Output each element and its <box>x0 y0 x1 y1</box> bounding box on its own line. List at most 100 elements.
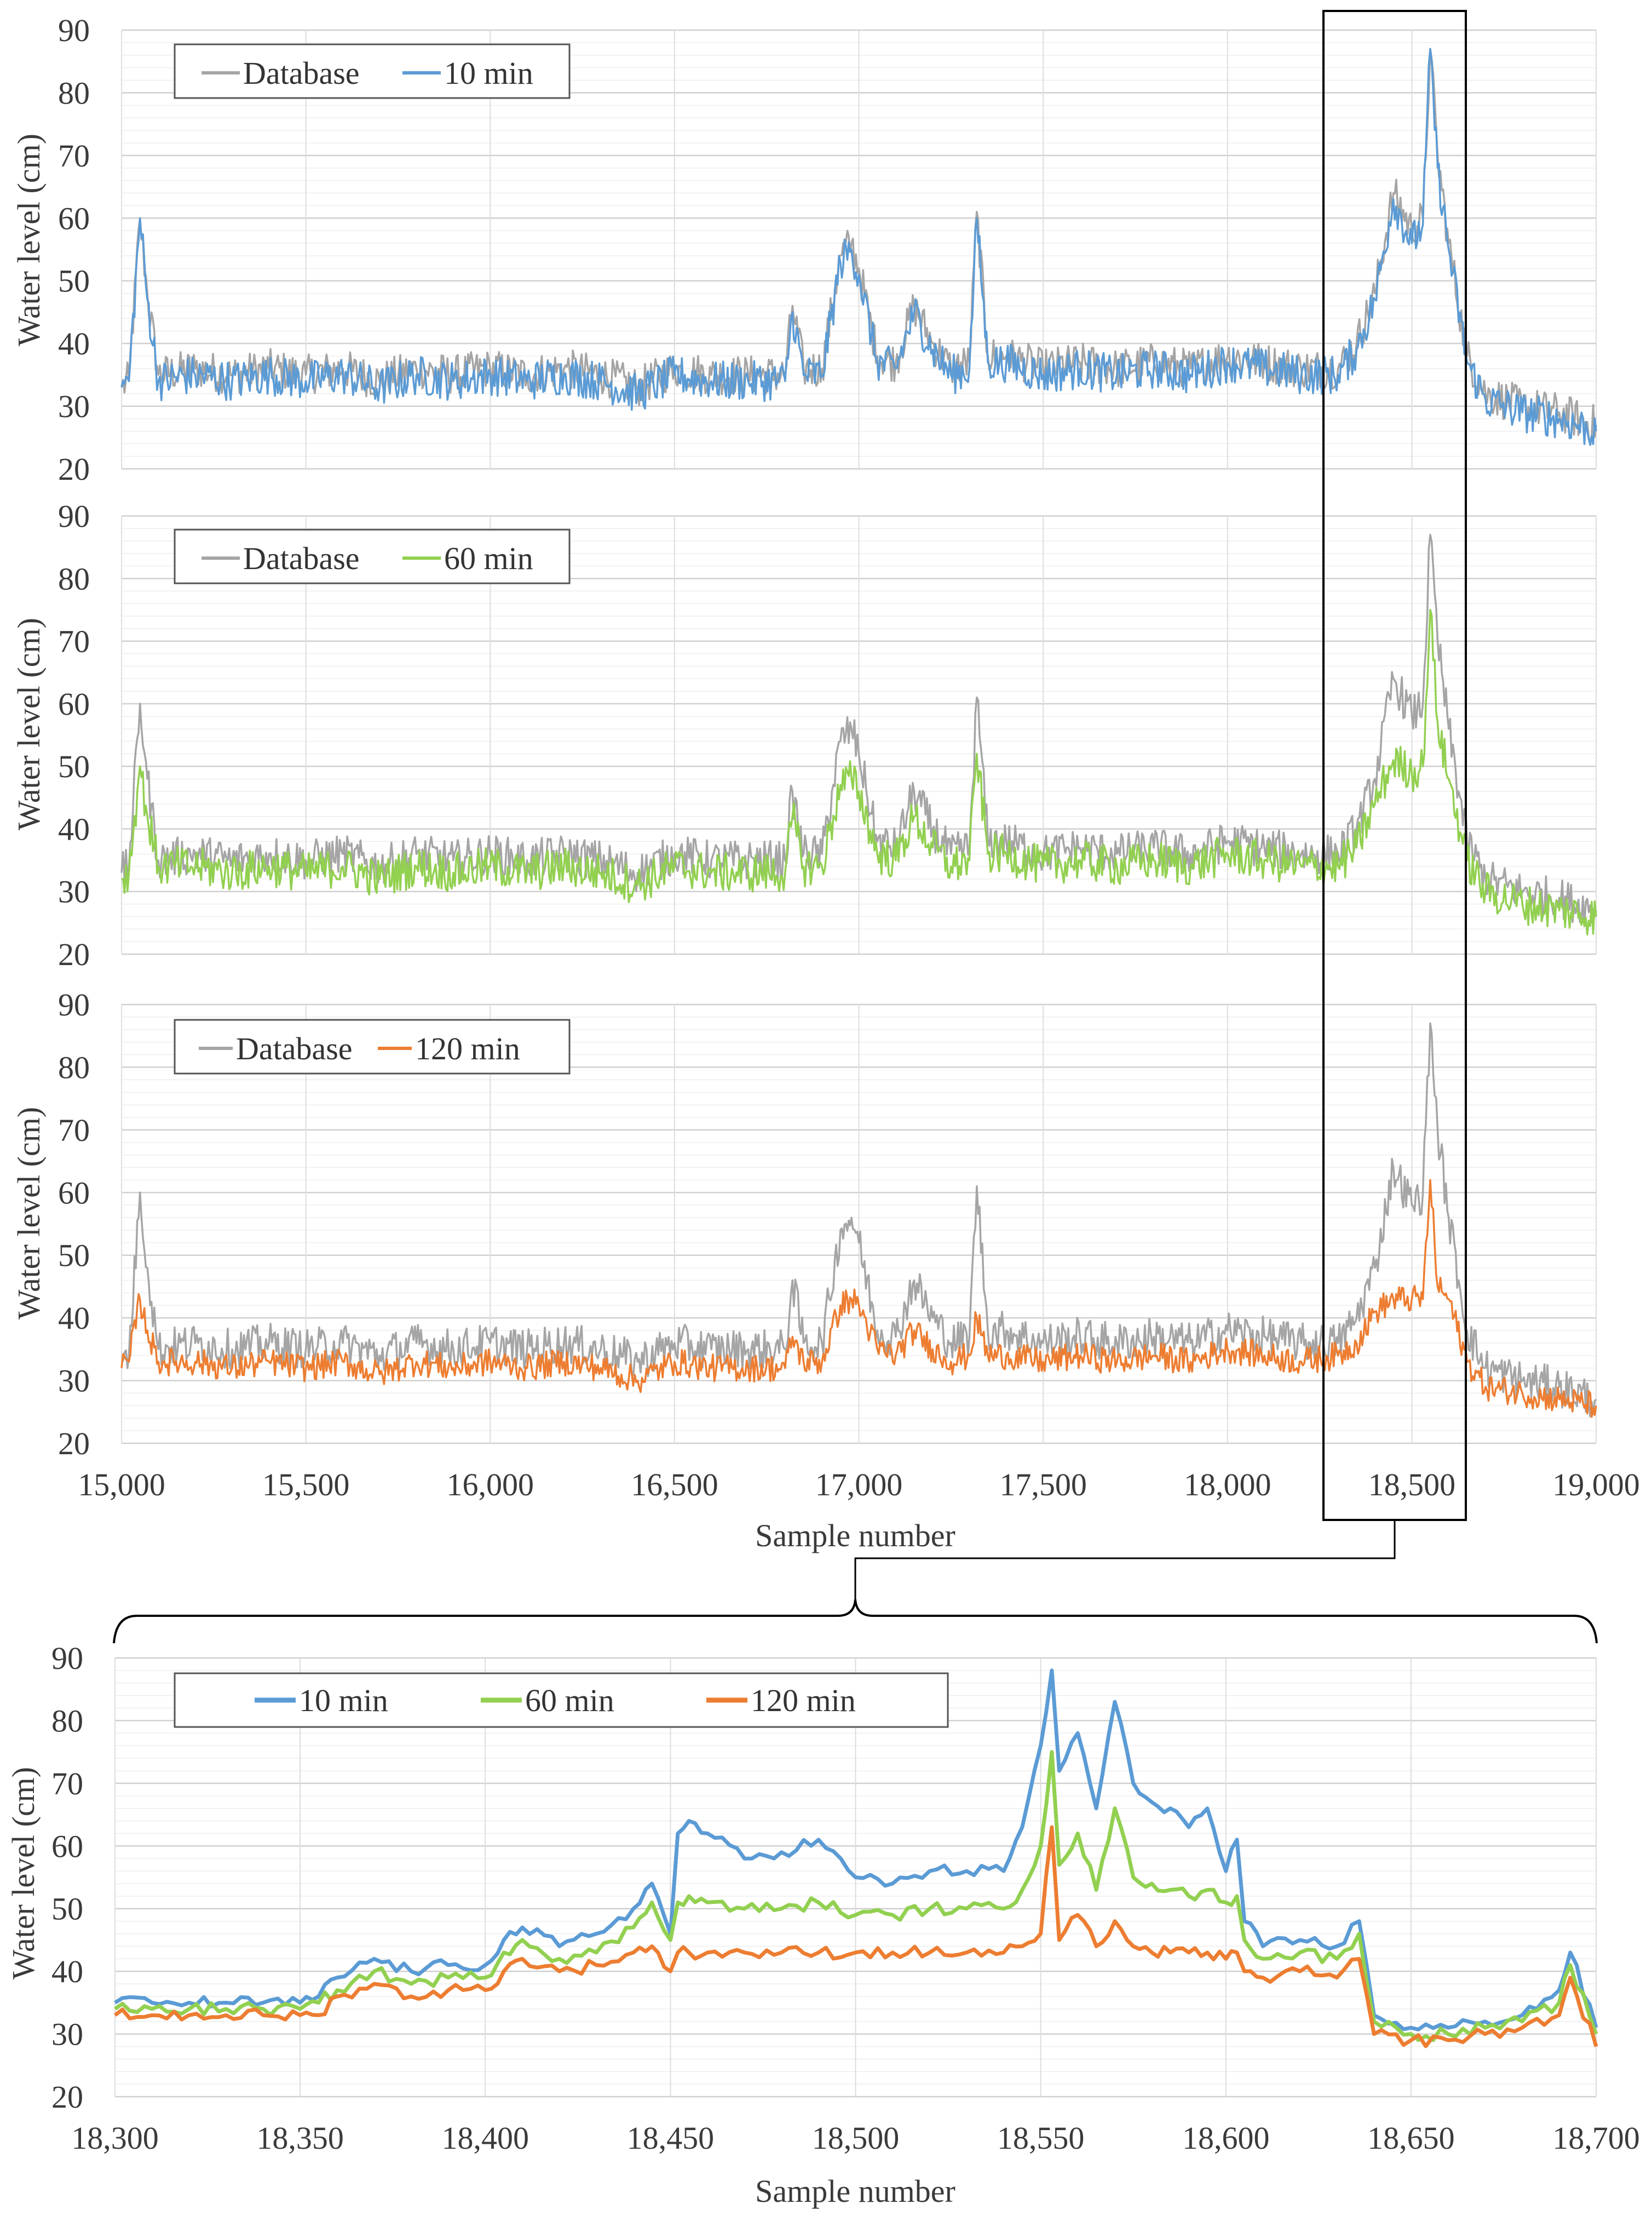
zoom-bracket <box>113 1599 1598 1644</box>
y-tick-label: 50 <box>51 1891 83 1927</box>
legend-label-10min: 10 min <box>444 55 533 91</box>
x-tick-label: 16,500 <box>631 1467 718 1502</box>
y-tick-label: 90 <box>58 498 90 534</box>
connector-line <box>854 1520 1396 1599</box>
legend-label-60min: 60 min <box>525 1683 614 1718</box>
y-tick-label: 40 <box>58 326 90 361</box>
y-tick-label: 20 <box>58 451 90 487</box>
series-line-10-min <box>114 1668 1598 2032</box>
x-tick-label: 17,000 <box>815 1467 903 1502</box>
y-tick-label: 70 <box>58 1112 90 1148</box>
y-tick-label: 50 <box>58 749 90 784</box>
panel-zoom-y-title: Water level (cm) <box>5 1767 41 1979</box>
legend-label-database: Database <box>243 541 360 576</box>
x-tick-label: 18,450 <box>627 2120 715 2156</box>
panel-60min-y-title: Water level (cm) <box>11 618 47 830</box>
y-tick-label: 70 <box>58 624 90 659</box>
x-tick-label: 18,000 <box>1184 1467 1271 1502</box>
y-tick-label: 40 <box>58 811 90 847</box>
panel-120min-x-title: Sample number <box>755 1518 955 1553</box>
y-tick-label: 60 <box>58 200 90 236</box>
panel-zoom-y-ticks: 20 30 40 50 60 70 80 90 <box>51 1640 83 2115</box>
panel-120min-legend: Database 120 min <box>174 1019 571 1075</box>
panel-10min-y-title: Water level (cm) <box>11 134 47 346</box>
legend-label-120min: 120 min <box>751 1683 856 1718</box>
y-tick-label: 30 <box>58 1363 90 1399</box>
legend-box <box>174 529 571 584</box>
series-line-120-min <box>120 1179 1597 1418</box>
panel-10min-series <box>120 48 1597 446</box>
panel-zoom-x-title: Sample number <box>755 2173 955 2209</box>
y-tick-label: 40 <box>51 1954 83 1989</box>
panel-120min-series <box>120 1022 1597 1418</box>
panel-10min-grid <box>121 29 1597 470</box>
y-tick-label: 20 <box>58 1426 90 1461</box>
y-tick-label: 90 <box>51 1640 83 1676</box>
x-tick-label: 18,600 <box>1182 2120 1270 2156</box>
x-tick-label: 18,700 <box>1552 2120 1640 2156</box>
legend-box <box>174 43 571 99</box>
y-tick-label: 30 <box>58 389 90 424</box>
x-tick-label: 18,350 <box>256 2120 344 2156</box>
legend-label-60min: 60 min <box>444 541 533 576</box>
y-tick-label: 80 <box>58 561 90 596</box>
y-tick-label: 40 <box>58 1300 90 1336</box>
x-tick-label: 15,000 <box>78 1467 165 1502</box>
panel-10min-y-ticks: 20 30 40 50 60 70 80 90 <box>58 13 90 487</box>
y-tick-label: 20 <box>51 2079 83 2115</box>
x-tick-label: 18,500 <box>1368 1467 1456 1502</box>
y-tick-label: 60 <box>58 1175 90 1210</box>
y-tick-label: 90 <box>58 13 90 48</box>
panel-120min-y-title: Water level (cm) <box>11 1107 47 1319</box>
y-tick-label: 50 <box>58 1238 90 1273</box>
y-tick-label: 80 <box>51 1703 83 1738</box>
y-tick-label: 90 <box>58 987 90 1023</box>
panel-60min-legend: Database 60 min <box>174 529 571 584</box>
panel-zoom-legend: 10 min 60 min 120 min <box>174 1672 949 1728</box>
zoom-connector <box>113 10 1598 1644</box>
panel-60min-y-ticks: 20 30 40 50 60 70 80 90 <box>58 498 90 972</box>
x-tick-label: 18,500 <box>812 2120 900 2156</box>
panel-60min-series <box>120 533 1597 936</box>
legend-box <box>174 1672 949 1728</box>
legend-label-10min: 10 min <box>299 1683 388 1718</box>
panel-10min: Water level (cm) 20 30 40 50 60 70 80 90 Databa… <box>11 13 1597 487</box>
panel-zoom-x-ticks: 18,300 18,350 18,400 18,450 18,500 18,550 18,6… <box>71 2120 1640 2156</box>
series-line-120-min <box>113 1825 1598 2048</box>
x-tick-label: 18,650 <box>1367 2120 1455 2156</box>
panel-zoom-series <box>113 1668 1598 2048</box>
legend-label-database: Database <box>236 1031 353 1066</box>
series-line-10-min <box>120 48 1597 446</box>
x-tick-label: 17,500 <box>999 1467 1087 1502</box>
x-tick-label: 18,400 <box>442 2120 529 2156</box>
x-tick-label: 16,000 <box>447 1467 534 1502</box>
y-tick-label: 60 <box>58 686 90 722</box>
x-tick-label: 15,500 <box>262 1467 350 1502</box>
panel-zoom: Water level (cm) 20 30 40 50 60 70 80 90 18,300… <box>5 1640 1640 2209</box>
y-tick-label: 70 <box>58 138 90 174</box>
x-tick-label: 19,000 <box>1552 1467 1640 1502</box>
legend-box <box>174 1019 571 1075</box>
x-tick-label: 18,300 <box>71 2120 159 2156</box>
panel-120min-x-ticks: 15,000 15,500 16,000 16,500 17,000 17,500 18,0… <box>78 1467 1640 1502</box>
y-tick-label: 60 <box>51 1828 83 1864</box>
series-line-60-min <box>113 1750 1598 2042</box>
legend-label-database: Database <box>243 55 360 91</box>
panel-10min-legend: Database 10 min <box>174 43 571 99</box>
y-tick-label: 30 <box>51 2017 83 2052</box>
series-line-60-min <box>121 609 1597 936</box>
x-tick-label: 18,550 <box>997 2120 1085 2156</box>
series-line-database <box>120 533 1597 927</box>
panel-60min: Water level (cm) 20 30 40 50 60 70 80 90 Databa… <box>11 498 1597 972</box>
series-line-database <box>120 1022 1597 1418</box>
y-tick-label: 30 <box>58 874 90 910</box>
y-tick-label: 80 <box>58 1049 90 1085</box>
panel-120min-y-ticks: 20 30 40 50 60 70 80 90 <box>58 987 90 1461</box>
panel-zoom-grid <box>114 1657 1597 2098</box>
y-tick-label: 50 <box>58 263 90 299</box>
y-tick-label: 70 <box>51 1766 83 1801</box>
y-tick-label: 20 <box>58 937 90 972</box>
legend-label-120min: 120 min <box>415 1031 520 1066</box>
y-tick-label: 80 <box>58 75 90 111</box>
